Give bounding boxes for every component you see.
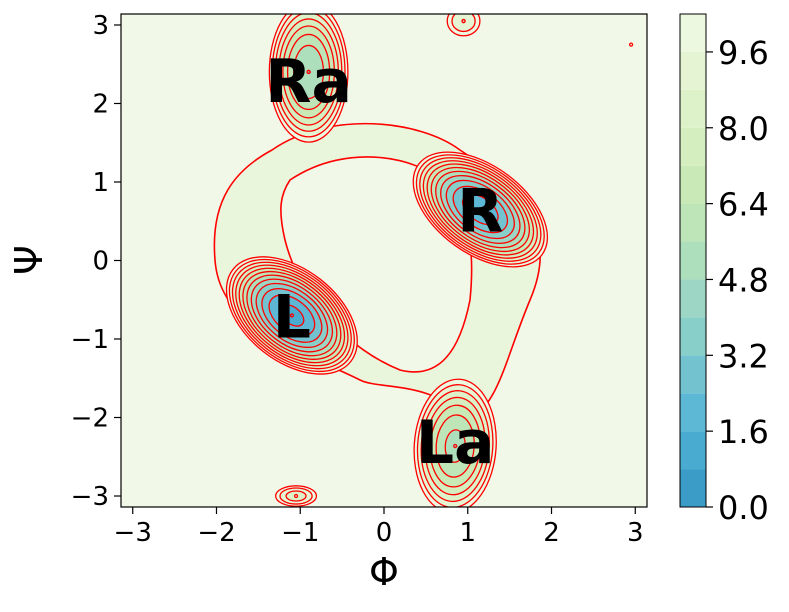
y-tick-label: 0 — [92, 247, 109, 277]
colorbar-frame — [679, 13, 707, 508]
y-tick-label: 3 — [92, 11, 109, 41]
basin-label-L: L — [273, 282, 311, 352]
basin-minor-5-contours — [446, 14, 481, 37]
basin-label-La: La — [416, 408, 495, 478]
x-tick-label: 2 — [543, 518, 560, 548]
colorbar-band-3.2 — [680, 317, 706, 356]
colorbar-band-2.4 — [680, 355, 706, 394]
x-tick-label: −2 — [197, 518, 235, 548]
x-tick-label: 0 — [376, 518, 393, 548]
y-tick-label: −1 — [71, 325, 109, 355]
basin-L-contours — [225, 256, 358, 375]
basin-minor-6-contours — [628, 42, 634, 47]
colorbar-tick-label: 6.4 — [718, 186, 769, 224]
contour-level-7.2 — [461, 18, 466, 24]
colorbar — [680, 14, 706, 507]
colorbar-band-0.8 — [680, 431, 706, 470]
x-axis-ticks: −3 −2 −1 0 1 2 3 — [114, 507, 644, 548]
colorbar-band-4 — [680, 279, 706, 318]
colorbar-ticks: 0.0 1.6 3.2 4.8 6.4 8.0 9.6 — [706, 34, 769, 527]
colorbar-tick-label: 8.0 — [718, 110, 769, 148]
contour-level-0 — [289, 313, 295, 318]
y-tick-label: 1 — [92, 168, 109, 198]
basin-La-contours — [413, 378, 497, 507]
contour-level-3.2 — [306, 69, 311, 75]
x-tick-label: −3 — [114, 518, 152, 548]
colorbar-band-8.8 — [680, 51, 706, 90]
x-axis-label: Φ — [369, 550, 399, 594]
colorbar-band-9.6 — [680, 14, 706, 52]
x-tick-label: 1 — [459, 518, 476, 548]
colorbar-band-4.8 — [680, 241, 706, 280]
basin-label-R: R — [457, 176, 503, 246]
contour-level-0.8 — [478, 207, 483, 212]
basins-layer — [213, 14, 634, 507]
colorbar-band-5.6 — [680, 203, 706, 242]
x-tick-label: −1 — [281, 518, 319, 548]
colorbar-band-6.4 — [680, 165, 706, 204]
colorbar-tick-label: 1.6 — [718, 413, 769, 451]
contour-level-7.2 — [293, 493, 299, 499]
colorbar-tick-label: 0.0 — [718, 489, 769, 527]
contour-level-9.6 — [628, 42, 634, 47]
basin-minor-4-contours — [274, 485, 318, 507]
y-tick-label: 2 — [92, 89, 109, 119]
y-tick-label: −2 — [71, 404, 109, 434]
basin-Ra-contours — [268, 14, 349, 143]
colorbar-tick-label: 4.8 — [718, 261, 769, 299]
y-axis-label: Ψ — [7, 245, 51, 275]
basin-R-contours — [412, 151, 549, 268]
colorbar-band-8 — [680, 89, 706, 128]
x-tick-label: 3 — [627, 518, 644, 548]
colorbar-band-0 — [680, 469, 706, 507]
colorbar-tick-label: 9.6 — [718, 34, 769, 72]
colorbar-tick-label: 3.2 — [718, 337, 769, 375]
basin-label-Ra: Ra — [265, 47, 352, 117]
colorbar-band-7.2 — [680, 127, 706, 166]
colorbar-band-1.6 — [680, 393, 706, 432]
y-tick-label: −3 — [71, 482, 109, 512]
contour-level-4 — [453, 443, 458, 449]
y-axis-ticks: −3 −2 −1 0 1 2 3 — [71, 11, 121, 512]
